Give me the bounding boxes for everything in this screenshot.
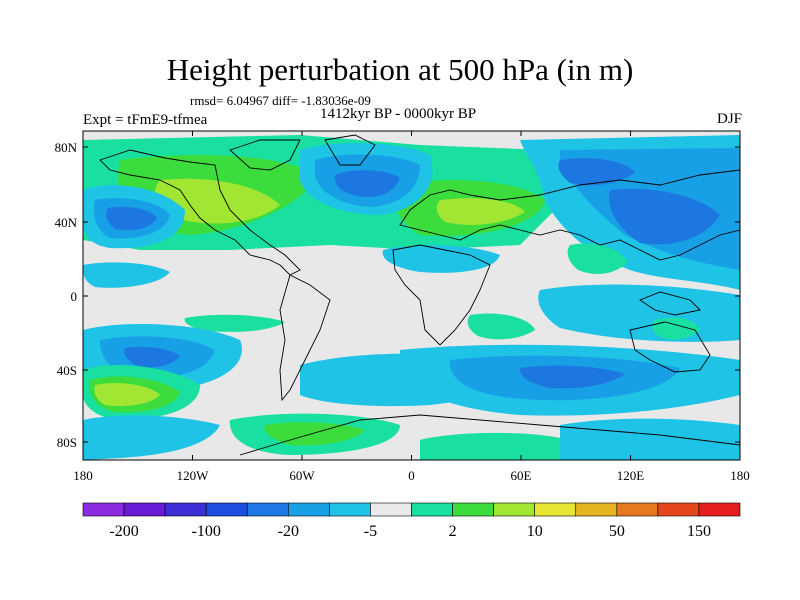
anomaly-region xyxy=(567,243,628,274)
x-tick-label: 180 xyxy=(73,468,93,483)
y-tick-label: 40S xyxy=(57,363,77,378)
colorbar-swatch xyxy=(82,502,125,517)
stats-text: rmsd= 6.04967 diff= -1.83036e-09 xyxy=(190,93,371,108)
colorbar-swatch xyxy=(534,502,577,517)
anomaly-region xyxy=(94,383,160,407)
colorbar-swatch xyxy=(164,502,207,517)
colorbar-swatch xyxy=(246,502,289,517)
anomaly-region xyxy=(382,245,500,273)
anomaly-region xyxy=(420,432,560,460)
colorbar-swatch xyxy=(575,502,618,517)
colorbar-swatch xyxy=(616,502,659,517)
anomaly-region xyxy=(184,314,285,332)
y-tick-label: 80N xyxy=(55,140,78,155)
colorbar-label: 50 xyxy=(609,523,625,540)
colorbar-label: 150 xyxy=(687,523,711,540)
colorbar-label: 2 xyxy=(449,523,457,540)
colorbar-label: -20 xyxy=(278,523,299,540)
x-tick-label: 120E xyxy=(617,468,645,483)
colorbar-swatch xyxy=(329,502,371,517)
colorbar-swatch xyxy=(288,502,330,517)
anomaly-field xyxy=(83,131,740,460)
coastlines xyxy=(99,134,740,456)
x-tick-label: 120W xyxy=(177,468,210,483)
anomaly-region xyxy=(467,313,535,340)
colorbar-swatch xyxy=(452,502,494,517)
period-text: 1412kyr BP - 0000kyr BP xyxy=(320,106,477,122)
x-tick-label: 180 xyxy=(730,468,750,483)
colorbar-swatch xyxy=(123,502,166,517)
anomaly-region xyxy=(155,178,280,224)
anomaly-region xyxy=(609,188,720,245)
colorbar-label: -200 xyxy=(109,523,138,540)
anomaly-region xyxy=(652,317,700,340)
y-tick-label: 0 xyxy=(71,289,78,304)
anomaly-region xyxy=(519,365,625,389)
colorbar-swatch xyxy=(205,502,248,517)
anomaly-region xyxy=(436,198,525,225)
colorbar-swatch xyxy=(370,502,412,517)
season-label: DJF xyxy=(716,111,742,127)
colorbar-label: 10 xyxy=(527,523,543,540)
x-tick-label: 0 xyxy=(408,468,415,483)
map-title: Height perturbation at 500 hPa (in m) xyxy=(166,52,634,87)
anomaly-region xyxy=(124,346,180,368)
colorbar-swatch xyxy=(411,502,453,517)
anomaly-region xyxy=(558,158,635,186)
anomaly-region xyxy=(83,262,170,288)
colorbar-label: -100 xyxy=(192,523,221,540)
x-axis: 180 120W 60W 0 60E 120E 180 xyxy=(73,131,750,483)
anomaly-region xyxy=(264,422,365,446)
colorbar-label: -5 xyxy=(364,523,377,540)
y-tick-label: 40N xyxy=(55,215,78,230)
colorbar-swatch xyxy=(698,502,741,517)
anomaly-region xyxy=(334,170,400,198)
experiment-label: Expt = tFmE9-tfmea xyxy=(83,112,208,128)
colorbar-swatch xyxy=(493,502,535,517)
y-tick-label: 80S xyxy=(57,435,77,450)
anomaly-region xyxy=(560,418,740,460)
x-tick-label: 60E xyxy=(511,468,532,483)
colorbar-swatch xyxy=(657,502,700,517)
colorbar: -200 -100 -20 -5 2 10 50 150 xyxy=(82,502,741,540)
x-tick-label: 60W xyxy=(289,468,315,483)
y-axis: 80N 40N 0 40S 80S xyxy=(55,140,740,450)
anomaly-region xyxy=(106,206,157,231)
anomaly-region xyxy=(83,415,220,460)
